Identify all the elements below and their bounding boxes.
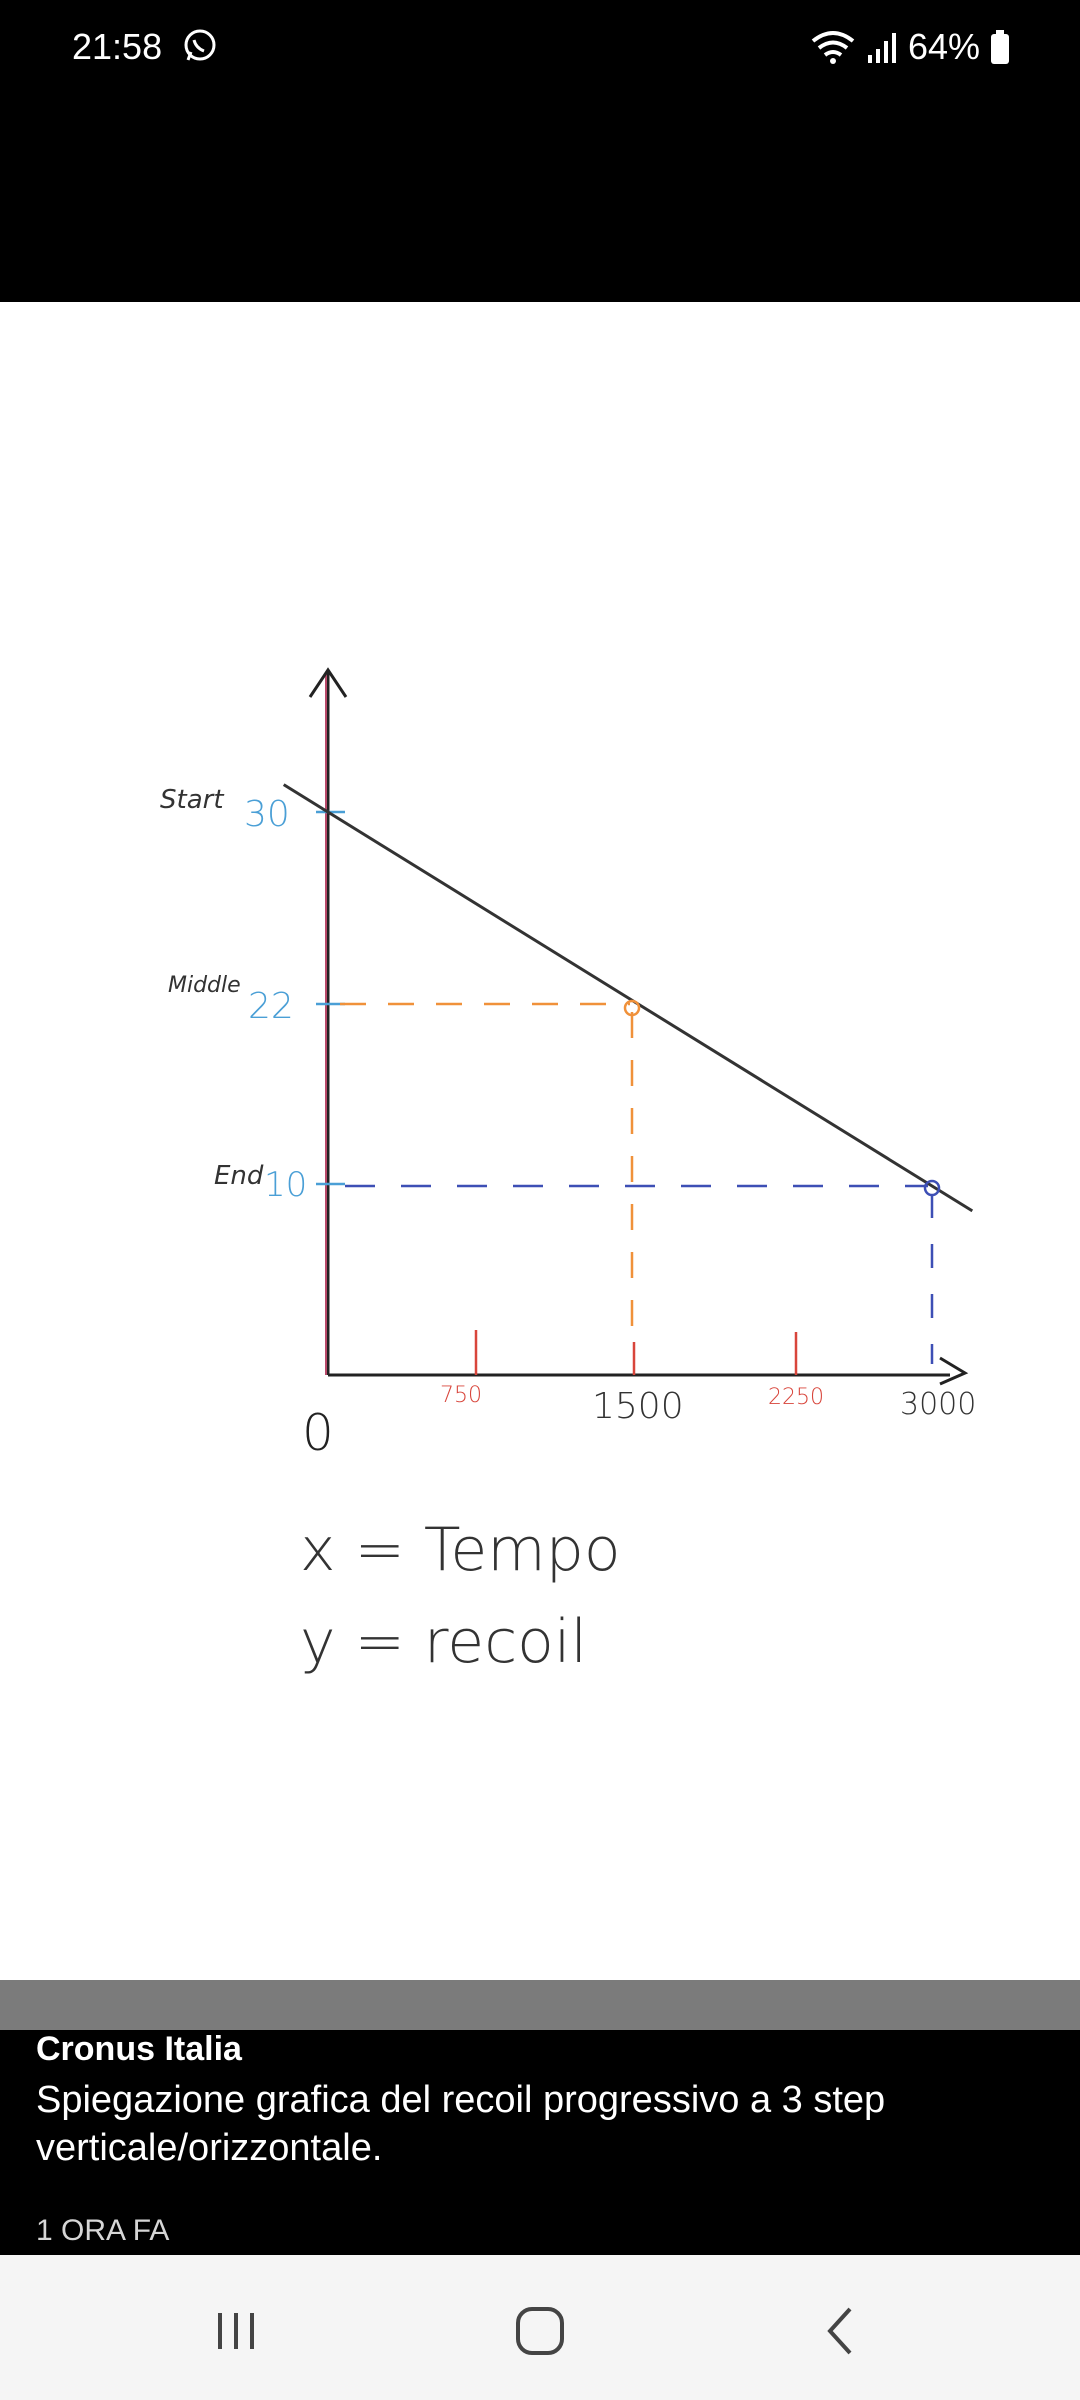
y-label-middle: Middle [168, 973, 241, 998]
home-icon [516, 2307, 564, 2355]
battery-percent: 64% [907, 26, 980, 67]
post-time: 1 ORA FA [36, 2214, 170, 2247]
y-value-10: 10 [264, 1165, 307, 1205]
post-caption: Cronus Italia Spiegazione grafica del re… [0, 2030, 1080, 2255]
x-label-2250: 2250 [768, 1385, 824, 1410]
end-point [923, 1179, 941, 1197]
x-label-1500: 1500 [592, 1386, 684, 1427]
y-label-end: End [214, 1161, 264, 1191]
caption-divider [0, 1980, 1080, 2030]
recent-apps-icon [218, 2313, 254, 2349]
wifi-icon [810, 29, 856, 65]
battery-icon [990, 30, 1010, 64]
signal-icon [866, 29, 898, 65]
whatsapp-icon [182, 28, 218, 64]
x-label-750: 750 [440, 1383, 482, 1408]
x-label-3000: 3000 [900, 1387, 976, 1422]
status-time: 21:58 [72, 26, 163, 67]
navigation-bar [0, 2255, 1080, 2400]
y-axis-arrow [308, 667, 348, 698]
y-value-30: 30 [244, 794, 290, 835]
hand-drawn-chart: Start 30 Middle 22 End 10 750 1500 2250 … [160, 667, 976, 1677]
middle-point [623, 999, 641, 1017]
legend-y: y = recoil [300, 1607, 587, 1677]
legend-x: x = Tempo [300, 1515, 621, 1585]
y-value-22: 22 [248, 986, 294, 1027]
author-name[interactable]: Cronus Italia [36, 2030, 242, 2068]
y-label-start: Start [160, 785, 224, 815]
origin-label: 0 [302, 1404, 334, 1462]
recent-apps-button[interactable] [196, 2295, 276, 2365]
back-button[interactable] [800, 2295, 880, 2365]
x-axis-arrow [939, 1356, 969, 1386]
home-button[interactable] [500, 2295, 580, 2365]
caption-text: Spiegazione grafica del recoil progressi… [36, 2079, 886, 2169]
status-bar: 21:58 64% [0, 0, 1080, 96]
image-viewer[interactable]: Start 30 Middle 22 End 10 750 1500 2250 … [0, 302, 1080, 1980]
status-right-icons: 64% [810, 26, 1010, 68]
back-icon [827, 2307, 852, 2355]
recoil-line [282, 783, 974, 1213]
